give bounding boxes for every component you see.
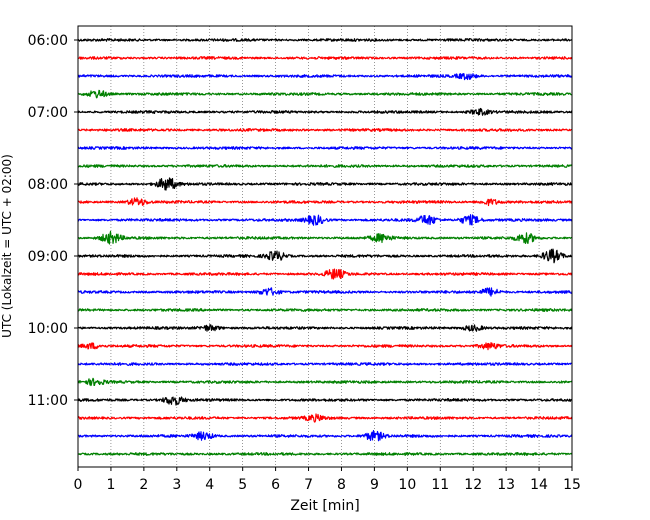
x-tick-label: 3 — [172, 477, 181, 493]
trace-0745 — [77, 164, 573, 168]
trace-1030 — [77, 362, 573, 366]
trace-0900 — [77, 248, 573, 264]
trace-1045 — [77, 377, 573, 387]
trace-1000 — [77, 323, 573, 332]
trace-0800 — [77, 177, 573, 191]
x-tick-label: 11 — [431, 477, 449, 493]
x-tick-label: 8 — [337, 477, 346, 493]
seismic-traces — [77, 38, 573, 456]
x-axis-label: Zeit [min] — [290, 498, 359, 514]
x-tick-label: 1 — [106, 477, 115, 493]
trace-0845 — [77, 230, 573, 245]
x-tick-label: 5 — [238, 477, 247, 493]
trace-0915 — [77, 268, 573, 280]
x-tick-label: 14 — [530, 477, 548, 493]
trace-0700 — [77, 107, 573, 116]
trace-0615 — [77, 56, 573, 60]
x-axis: 0 1 2 3 4 5 6 7 8 9 10 11 12 13 14 15 — [74, 467, 581, 493]
plot-border — [77, 25, 573, 468]
y-tick-label: 08:00 — [28, 177, 68, 193]
trace-0945 — [77, 308, 573, 312]
x-tick-label: 7 — [304, 477, 313, 493]
x-tick-label: 4 — [205, 477, 214, 493]
trace-0645 — [77, 89, 573, 99]
x-tick-label: 2 — [139, 477, 148, 493]
trace-1115 — [77, 413, 573, 423]
trace-1015 — [77, 342, 573, 351]
y-tick-label: 10:00 — [28, 321, 68, 337]
trace-0930 — [77, 287, 573, 297]
y-axis-label: UTC (Lokalzeit = UTC + 02:00) — [0, 154, 14, 338]
x-tick-label: 9 — [370, 477, 379, 493]
trace-0630 — [77, 73, 573, 81]
y-tick-label: 06:00 — [28, 33, 68, 49]
trace-0730 — [77, 146, 573, 150]
y-tick-label: 09:00 — [28, 249, 68, 265]
plot-area — [78, 26, 572, 467]
x-tick-label: 13 — [497, 477, 515, 493]
x-tick-label: 0 — [74, 477, 83, 493]
x-tick-label: 6 — [271, 477, 280, 493]
trace-1100 — [77, 396, 573, 406]
x-tick-label: 15 — [563, 477, 581, 493]
trace-0600 — [77, 38, 573, 42]
trace-0830 — [77, 214, 573, 226]
trace-0715 — [77, 128, 573, 132]
y-tick-label: 07:00 — [28, 105, 68, 121]
x-tick-label: 10 — [398, 477, 416, 493]
y-axis: 06:00 07:00 08:00 09:00 10:00 11:00 — [28, 33, 78, 409]
x-tick-label: 12 — [464, 477, 482, 493]
trace-1145 — [77, 452, 573, 456]
trace-0815 — [77, 197, 573, 207]
y-tick-label: 11:00 — [28, 393, 68, 409]
trace-1130 — [77, 429, 573, 442]
